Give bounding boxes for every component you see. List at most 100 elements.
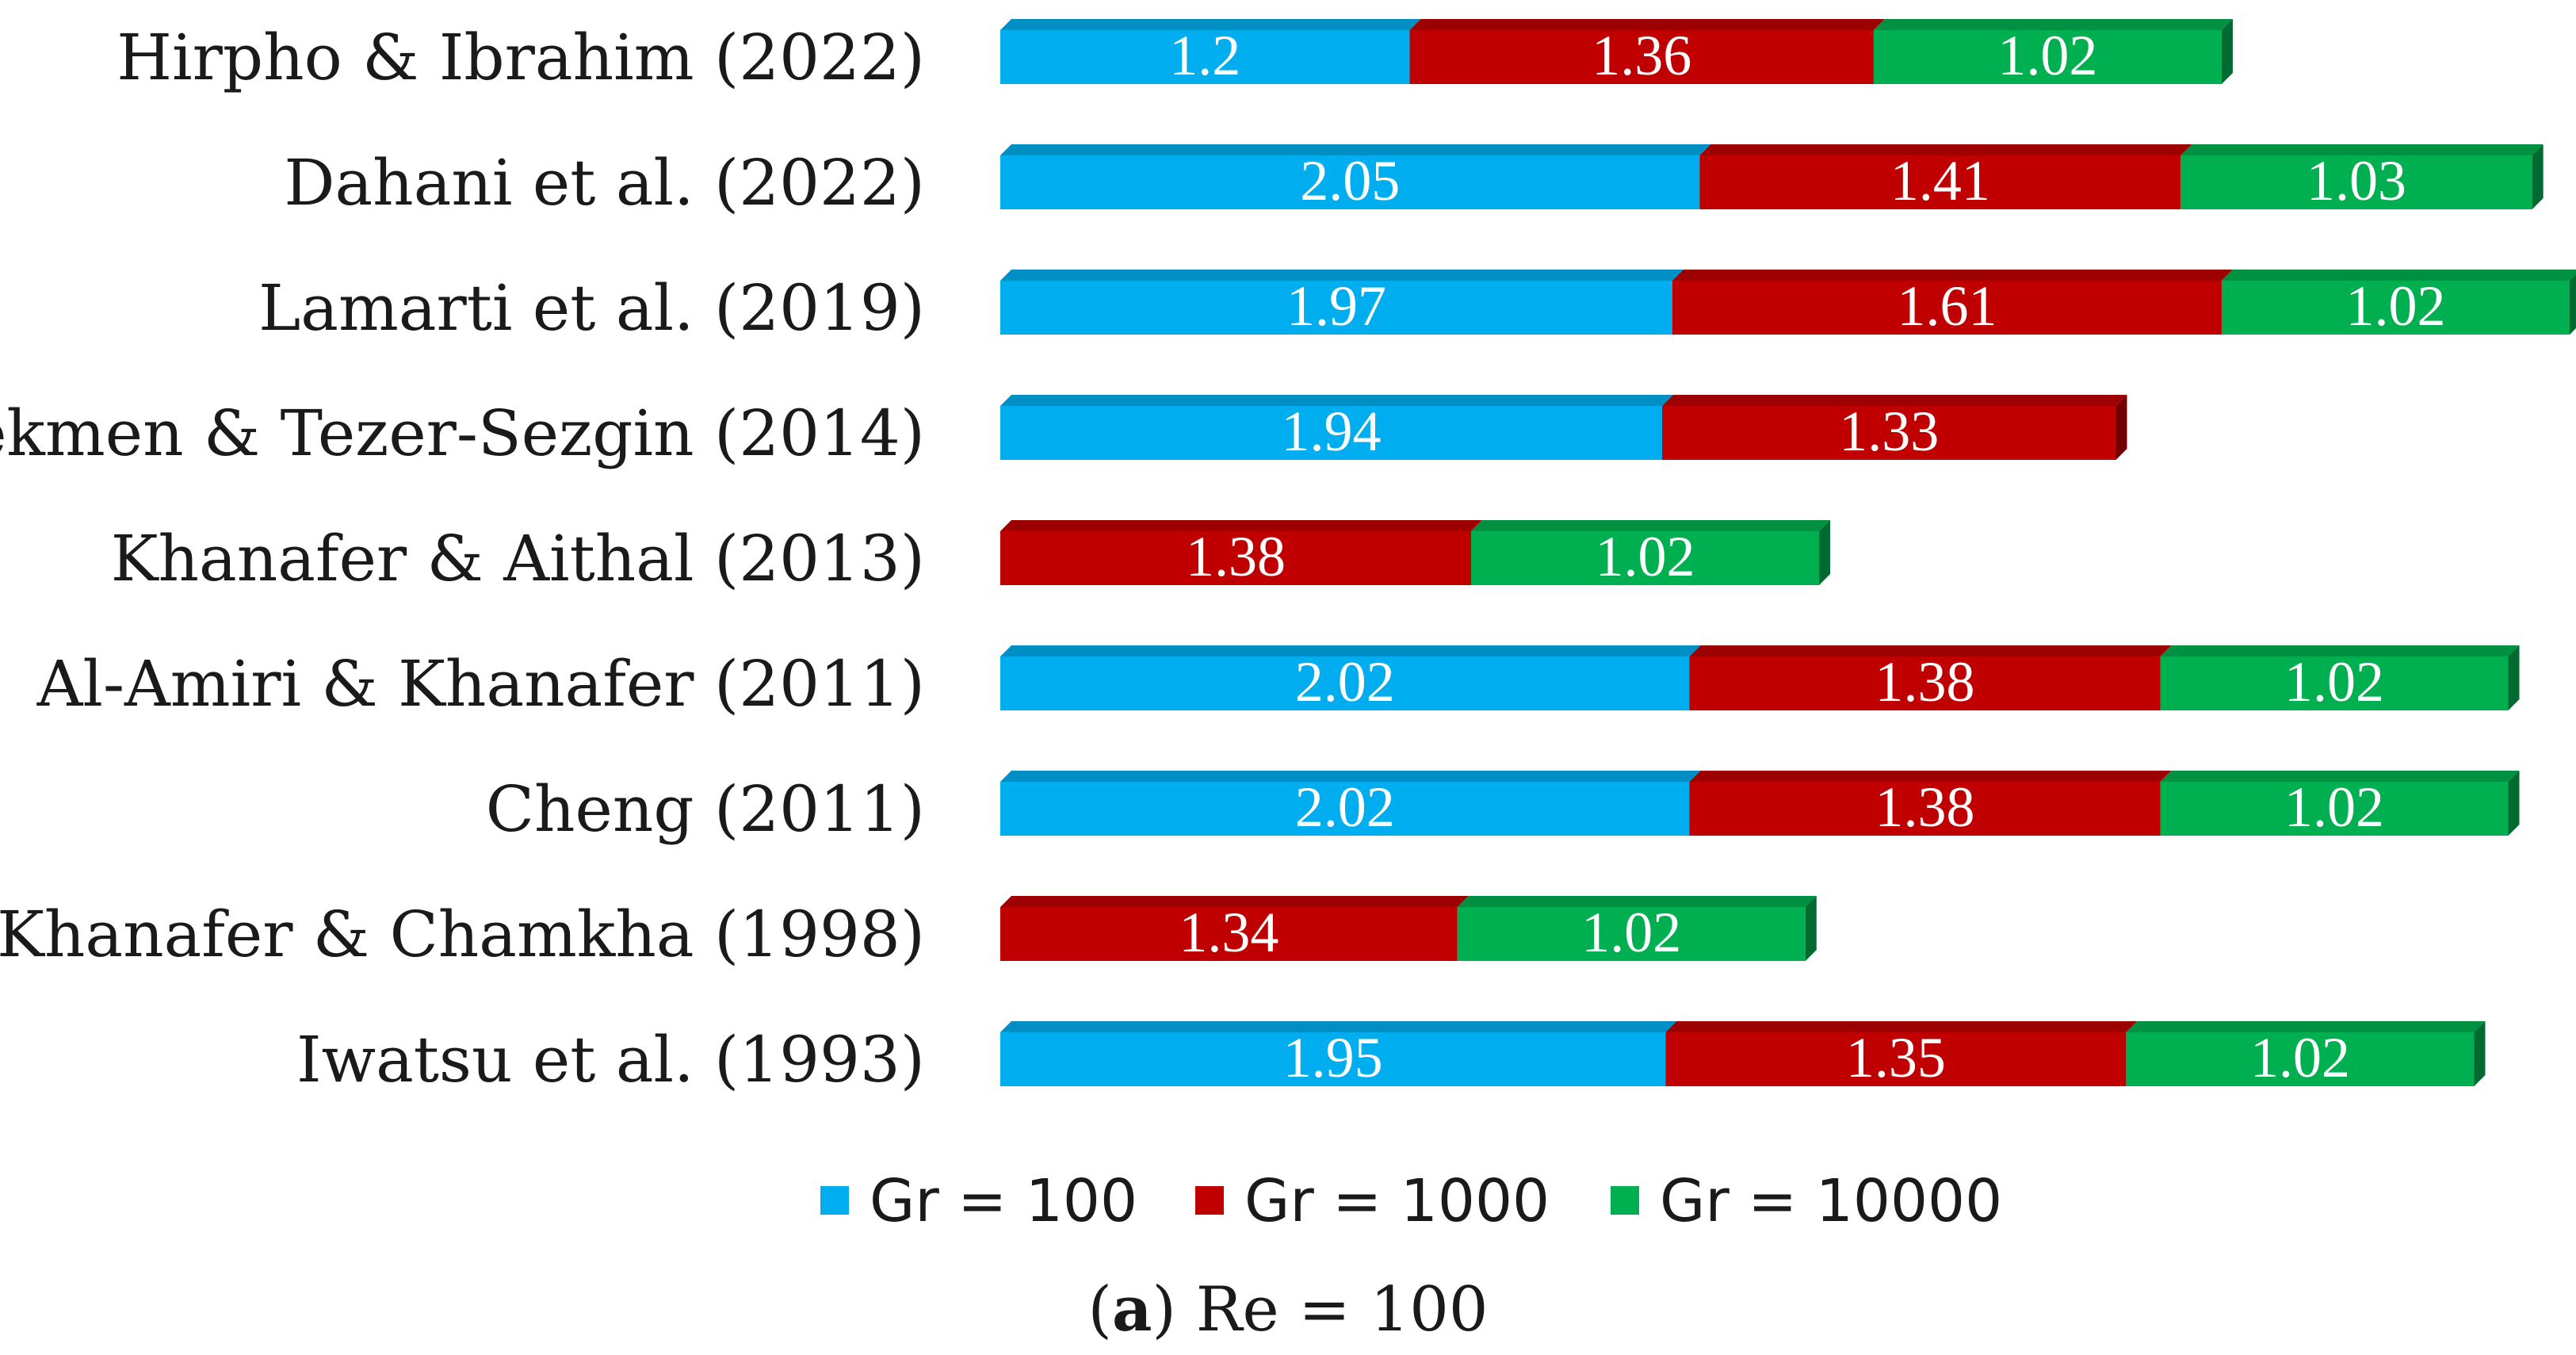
bar-side-face [2532, 144, 2544, 209]
bar-gr-10000-khanafer-aithal-2013 [1471, 520, 1831, 585]
legend-label: Gr = 100 [869, 1167, 1137, 1235]
bar-front-face [2221, 281, 2570, 335]
bar-side-face [1819, 520, 1831, 585]
bar-top-face [2160, 645, 2520, 656]
value-label-gr-1000-al-amiri-khanafer-2011: 1.38 [1875, 650, 1974, 714]
legend-label: Gr = 1000 [1244, 1167, 1550, 1235]
bar-gr-1000-pekmen-tezer-sezgin-2014 [1662, 395, 2127, 460]
value-label-gr-1000-dahani-et-al-2022: 1.41 [1890, 149, 1990, 212]
bar-gr-10000-lamarti-et-al-2019 [2221, 270, 2576, 335]
bar-gr-10000-hirpho-ibrahim-2022 [1873, 19, 2233, 84]
bar-side-face [2508, 771, 2520, 836]
bar-gr-1000-dahani-et-al-2022 [1699, 144, 2192, 209]
value-label-gr-10000-dahani-et-al-2022: 1.03 [2307, 149, 2406, 212]
bar-side-face [2570, 274, 2576, 335]
value-label-gr-1000-pekmen-tezer-sezgin-2014: 1.33 [1839, 400, 1939, 463]
legend-swatch [1195, 1186, 1224, 1215]
bar-top-face [1000, 395, 1674, 406]
category-labels: Hirpho & Ibrahim (2022) Dahani et al. (20… [0, 21, 925, 1097]
legend-item-gr-1000: Gr = 1000 [1195, 1167, 1550, 1235]
bar-gr-1000-lamarti-et-al-2019 [1672, 270, 2233, 335]
bar-top-face [2221, 270, 2576, 281]
category-label-al-amiri-khanafer-2011: Al-Amiri & Khanafer (2011) [36, 647, 925, 721]
category-label-khanafer-chamkha-1998: Khanafer & Chamkha (1998) [0, 898, 925, 971]
value-label-gr-100-iwatsu-et-al-1993: 1.95 [1283, 1026, 1383, 1089]
value-label-gr-100-hirpho-ibrahim-2022: 1.2 [1169, 24, 1240, 87]
bar-gr-1000-khanafer-chamkha-1998 [1000, 896, 1469, 961]
category-label-cheng-2011: Cheng (2011) [486, 772, 925, 846]
legend-item-gr-100: Gr = 100 [820, 1167, 1137, 1235]
bar-top-face [1000, 771, 1701, 782]
category-label-iwatsu-et-al-1993: Iwatsu et al. (1993) [296, 1023, 925, 1097]
bar-front-face [1000, 1032, 1666, 1086]
legend-swatch [820, 1186, 849, 1215]
bar-front-face [1689, 656, 2161, 710]
bar-side-face [1805, 896, 1817, 961]
bar-front-face [1471, 531, 1820, 585]
bar-top-face [1457, 896, 1817, 907]
bar-top-face [1689, 645, 2172, 656]
bar-top-face [1699, 144, 2192, 155]
bar-gr-100-hirpho-ibrahim-2022 [1000, 19, 1421, 84]
bars-layer: 1.2 1.36 1.02 2.05 1.41 1.03 1.97 1.61 1.02 1.94 1… [1000, 19, 2576, 1089]
bar-gr-10000-al-amiri-khanafer-2011 [2160, 645, 2520, 710]
bar-gr-10000-iwatsu-et-al-1993 [2126, 1021, 2486, 1086]
bar-gr-100-dahani-et-al-2022 [1000, 144, 1711, 209]
bar-gr-1000-iwatsu-et-al-1993 [1665, 1021, 2138, 1086]
category-label-dahani-et-al-2022: Dahani et al. (2022) [284, 146, 925, 220]
bar-top-face [1665, 1021, 2138, 1032]
bar-front-face [1000, 30, 1410, 84]
bar-gr-1000-al-amiri-khanafer-2011 [1689, 645, 2172, 710]
figure-caption: (a) Re = 100 [1088, 1273, 1489, 1345]
bar-top-face [1000, 520, 1482, 531]
bar-top-face [1000, 896, 1469, 907]
bar-top-face [1000, 19, 1421, 30]
bar-front-face [1000, 281, 1672, 335]
bar-front-face [2160, 782, 2509, 836]
bar-gr-1000-hirpho-ibrahim-2022 [1409, 19, 1885, 84]
bar-top-face [2160, 771, 2520, 782]
value-label-gr-10000-iwatsu-et-al-1993: 1.02 [2250, 1026, 2350, 1089]
bar-side-face [2474, 1021, 2486, 1086]
value-label-gr-1000-iwatsu-et-al-1993: 1.35 [1846, 1026, 1946, 1089]
value-label-gr-100-al-amiri-khanafer-2011: 2.02 [1295, 650, 1395, 714]
bar-front-face [2160, 656, 2509, 710]
value-label-gr-10000-khanafer-chamkha-1998: 1.02 [1581, 901, 1681, 964]
value-label-gr-100-cheng-2011: 2.02 [1295, 775, 1395, 839]
bar-gr-1000-khanafer-aithal-2013 [1000, 520, 1482, 585]
value-label-gr-100-dahani-et-al-2022: 2.05 [1300, 149, 1400, 212]
bar-side-face [2221, 19, 2233, 84]
bar-front-face [1409, 30, 1874, 84]
bar-gr-100-iwatsu-et-al-1993 [1000, 1021, 1677, 1086]
bar-front-face [2126, 1032, 2475, 1086]
bar-front-face [1000, 155, 1700, 209]
bar-front-face [1000, 406, 1663, 460]
bar-gr-100-cheng-2011 [1000, 771, 1701, 836]
value-label-gr-1000-lamarti-et-al-2019: 1.61 [1897, 274, 1997, 338]
bar-top-face [1672, 270, 2233, 281]
bar-front-face [1672, 281, 2222, 335]
bar-front-face [2180, 155, 2532, 209]
bar-top-face [1000, 1021, 1677, 1032]
bar-gr-10000-khanafer-chamkha-1998 [1457, 896, 1817, 961]
value-label-gr-10000-al-amiri-khanafer-2011: 1.02 [2284, 650, 2384, 714]
value-label-gr-10000-cheng-2011: 1.02 [2284, 775, 2384, 839]
bar-top-face [1662, 395, 2127, 406]
value-label-gr-1000-hirpho-ibrahim-2022: 1.36 [1592, 24, 1691, 87]
bar-gr-100-lamarti-et-al-2019 [1000, 270, 1684, 335]
value-label-gr-1000-cheng-2011: 1.38 [1875, 775, 1974, 839]
bar-front-face [1873, 30, 2222, 84]
bar-side-face [2115, 395, 2127, 460]
bar-top-face [1409, 19, 1885, 30]
value-label-gr-10000-lamarti-et-al-2019: 1.02 [2345, 274, 2445, 338]
bar-top-face [2180, 144, 2544, 155]
legend-swatch [1611, 1186, 1639, 1215]
value-label-gr-10000-khanafer-aithal-2013: 1.02 [1596, 525, 1695, 588]
category-label-lamarti-et-al-2019: Lamarti et al. (2019) [258, 271, 925, 345]
category-label-pekmen-tezer-sezgin-2014: Pekmen & Tezer-Sezgin (2014) [0, 396, 925, 470]
value-label-gr-100-pekmen-tezer-sezgin-2014: 1.94 [1282, 400, 1382, 463]
bar-front-face [1000, 782, 1690, 836]
value-label-gr-1000-khanafer-chamkha-1998: 1.34 [1179, 901, 1278, 964]
category-label-hirpho-ibrahim-2022: Hirpho & Ibrahim (2022) [117, 21, 925, 94]
